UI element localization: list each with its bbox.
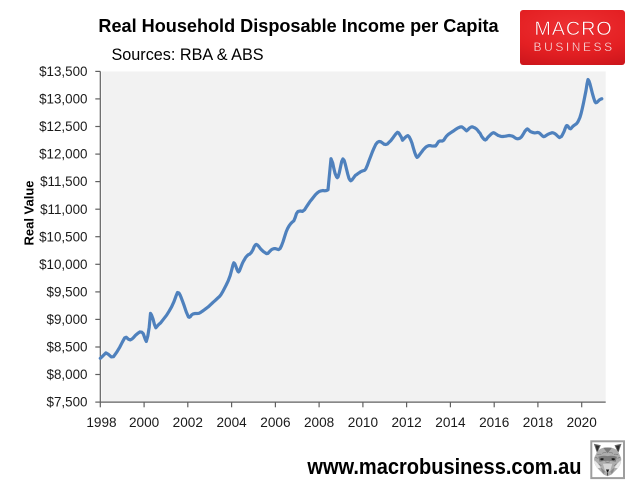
svg-text:$8,500: $8,500	[47, 340, 88, 355]
svg-text:2008: 2008	[304, 415, 334, 430]
svg-text:2002: 2002	[173, 415, 203, 430]
svg-text:$11,500: $11,500	[40, 174, 87, 189]
svg-text:2016: 2016	[479, 415, 509, 430]
svg-text:$7,500: $7,500	[47, 395, 88, 410]
svg-text:2014: 2014	[435, 415, 466, 430]
svg-text:$11,000: $11,000	[40, 202, 87, 217]
svg-text:2000: 2000	[129, 415, 160, 430]
svg-text:$12,000: $12,000	[39, 147, 87, 162]
svg-text:2010: 2010	[348, 415, 379, 430]
svg-text:$13,000: $13,000	[39, 92, 87, 107]
svg-text:$9,500: $9,500	[47, 285, 88, 300]
svg-text:$10,000: $10,000	[39, 257, 87, 272]
svg-text:$8,000: $8,000	[47, 367, 88, 382]
svg-text:Real Value: Real Value	[22, 180, 37, 245]
svg-text:$9,000: $9,000	[47, 312, 88, 327]
svg-text:2012: 2012	[391, 415, 421, 430]
svg-text:$13,500: $13,500	[39, 64, 87, 79]
svg-text:1998: 1998	[86, 415, 116, 430]
svg-text:2004: 2004	[216, 415, 247, 430]
svg-text:$12,500: $12,500	[39, 119, 87, 134]
svg-text:2018: 2018	[523, 415, 553, 430]
svg-text:2020: 2020	[567, 415, 598, 430]
svg-text:2006: 2006	[260, 415, 290, 430]
svg-text:$10,500: $10,500	[39, 229, 87, 244]
